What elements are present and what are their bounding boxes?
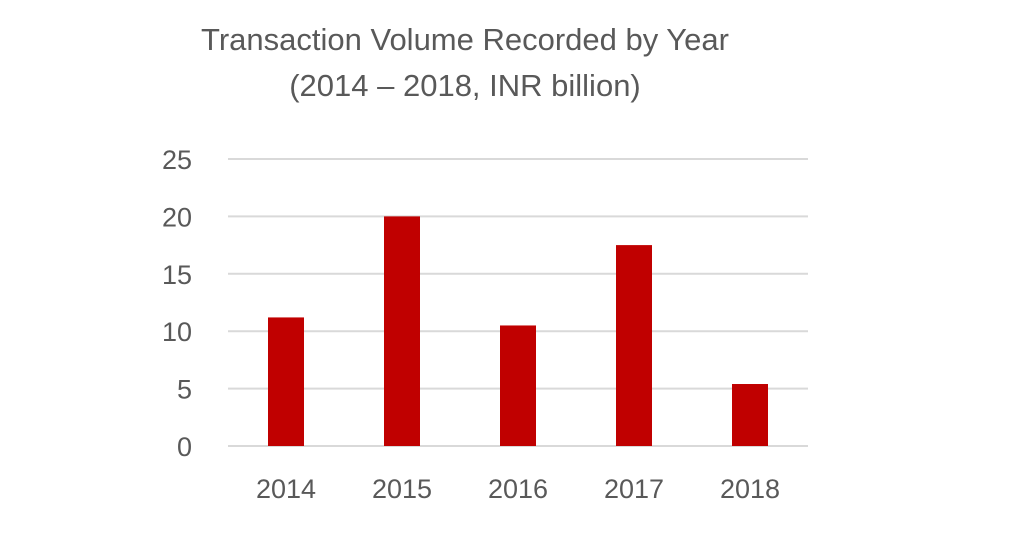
x-tick-label: 2015 bbox=[372, 474, 432, 504]
bar-2016 bbox=[500, 325, 536, 446]
y-tick-label: 0 bbox=[177, 432, 192, 462]
x-tick-label: 2018 bbox=[720, 474, 780, 504]
y-tick-label: 5 bbox=[177, 375, 192, 405]
bar-2017 bbox=[616, 245, 652, 446]
bar-2018 bbox=[732, 384, 768, 446]
x-axis-ticks: 2014 2015 2016 2017 2018 bbox=[256, 474, 780, 504]
bar-2014 bbox=[268, 317, 304, 446]
x-tick-label: 2016 bbox=[488, 474, 548, 504]
x-tick-label: 2014 bbox=[256, 474, 316, 504]
x-tick-label: 2017 bbox=[604, 474, 664, 504]
chart-title: Transaction Volume Recorded by Year bbox=[201, 22, 729, 57]
y-tick-label: 20 bbox=[162, 202, 192, 232]
bars bbox=[268, 216, 768, 446]
y-tick-label: 25 bbox=[162, 145, 192, 175]
y-axis-ticks: 0 5 10 15 20 25 bbox=[162, 145, 192, 462]
y-tick-label: 15 bbox=[162, 260, 192, 290]
chart-subtitle: (2014 – 2018, INR billion) bbox=[289, 68, 641, 103]
y-tick-label: 10 bbox=[162, 317, 192, 347]
bar-2015 bbox=[384, 216, 420, 446]
